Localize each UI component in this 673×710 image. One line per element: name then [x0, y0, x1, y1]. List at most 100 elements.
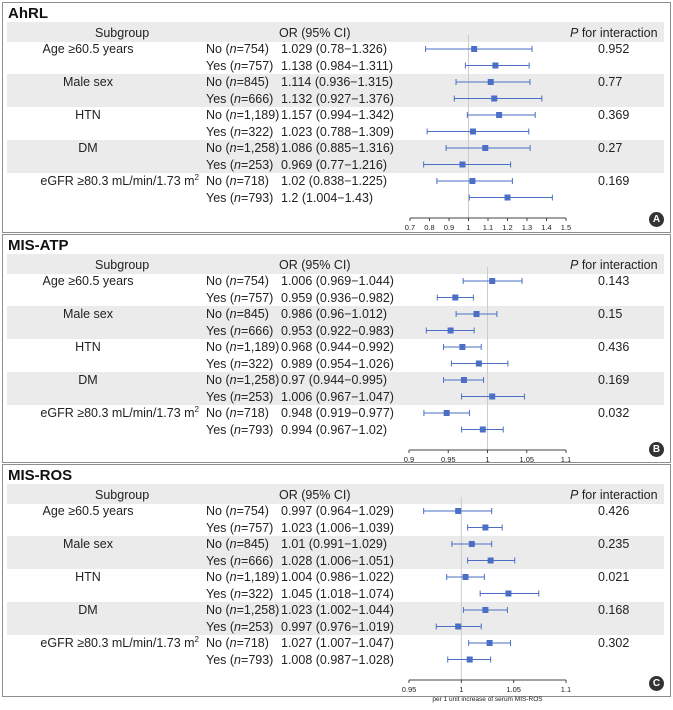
n-eq: = [241, 553, 249, 568]
or-point [473, 311, 480, 317]
subgroup-label: Age ≥60.5 years [42, 504, 134, 518]
n-letter: n [229, 75, 237, 89]
p-interaction-value: 0.436 [598, 340, 630, 354]
n-value: 1,189 [243, 340, 276, 354]
or-ci-value: 0.968 (0.944−0.992) [281, 340, 394, 354]
level-name: Yes [206, 190, 227, 205]
or-point [466, 656, 473, 663]
p-interaction-value: 0.302 [598, 636, 630, 650]
header-p-letter: P [570, 258, 579, 272]
panel-title: AhRL [8, 5, 48, 22]
n-value: 253 [248, 619, 270, 634]
or-point [489, 278, 496, 284]
n-eq: = [236, 108, 244, 122]
forest-panel-c: MIS-ROS Subgroup OR (95% CI) P for interact… [2, 464, 671, 703]
subgroup-label: Age ≥60.5 years [42, 42, 134, 56]
subgroup-label-text: eGFR ≥80.3 mL/min/1.73 m [40, 174, 195, 188]
or-ci-value: 1.086 (0.885−1.316) [281, 141, 394, 155]
x-tick-label: 1.1 [483, 223, 493, 232]
x-axis-label: per 1 unit increase of serum MIS-ROS [432, 696, 543, 703]
n-eq: = [241, 124, 249, 139]
or-point [468, 541, 475, 547]
p-interaction-value: 0.235 [598, 537, 630, 551]
level-name: Yes [206, 58, 227, 73]
level-sep: ( [221, 75, 230, 89]
or-ci-value: 0.986 (0.96−1.012) [281, 307, 387, 321]
n-letter: n [229, 636, 237, 650]
level-label: Yes (n=793) [206, 191, 273, 205]
n-eq: = [236, 570, 244, 584]
x-tick-label: 1.05 [506, 685, 521, 694]
n-letter: n [234, 586, 241, 601]
header-or-ci: OR (95% CI) [279, 26, 351, 40]
or-ci-value: 1.2 (1.004−1.43) [281, 190, 374, 205]
level-name: No [206, 274, 222, 288]
n-close: ) [269, 652, 274, 667]
n-close: ) [264, 636, 269, 650]
n-value: 322 [248, 586, 270, 601]
level-label: No (n=845) [206, 307, 269, 321]
level-sep: ( [226, 58, 235, 73]
n-eq: = [236, 274, 244, 288]
subgroup-label: DM [78, 141, 98, 155]
n-letter: n [229, 340, 237, 354]
n-close: ) [264, 504, 269, 518]
n-eq: = [236, 307, 244, 321]
x-tick-label: 0.7 [405, 223, 415, 232]
or-point [492, 62, 499, 69]
x-tick-label: 1.05 [519, 455, 534, 464]
n-value: 757 [248, 520, 270, 535]
level-name: Yes [206, 652, 227, 667]
level-label: Yes (n=253) [206, 390, 273, 404]
or-ci-value: 0.97 (0.944−0.995) [281, 373, 387, 387]
p-interaction-value: 0.169 [598, 373, 630, 387]
level-label: No (n=1,258) [206, 141, 279, 155]
n-letter: n [234, 652, 241, 667]
or-point [479, 426, 486, 433]
level-name: No [206, 307, 222, 321]
n-letter: n [234, 91, 241, 106]
n-eq: = [241, 157, 249, 172]
or-point [471, 46, 478, 52]
n-eq: = [241, 652, 249, 667]
or-ci-value: 0.997 (0.964−1.029) [281, 504, 394, 518]
n-value: 1,258 [243, 373, 276, 387]
n-eq: = [241, 91, 249, 106]
or-point [486, 640, 493, 646]
or-point [455, 508, 462, 514]
n-letter: n [229, 274, 237, 288]
level-name: Yes [206, 91, 227, 106]
header-p-interaction: P for interaction [570, 258, 658, 272]
or-ci-value: 0.948 (0.919−0.977) [281, 406, 394, 420]
n-value: 845 [243, 537, 265, 551]
level-sep: ( [221, 307, 230, 321]
n-close: ) [275, 570, 280, 584]
or-ci-value: 0.969 (0.77−1.216) [281, 157, 387, 172]
or-ci-value: 1.138 (0.984−1.311) [281, 58, 394, 73]
or-ci-value: 1.004 (0.986−1.022) [281, 570, 394, 584]
or-point [496, 112, 503, 118]
or-ci-value: 1.045 (1.018−1.074) [281, 586, 394, 601]
x-tick-label: 1.1 [561, 455, 571, 464]
or-ci-value: 0.989 (0.954−1.026) [281, 356, 394, 371]
or-point [462, 574, 469, 580]
level-sep: ( [226, 356, 235, 371]
or-ci-value: 0.959 (0.936−0.982) [281, 290, 394, 305]
or-ci-value: 1.023 (1.006−1.039) [281, 520, 394, 535]
n-close: ) [269, 290, 274, 305]
level-label: No (n=718) [206, 406, 269, 420]
n-value: 1,258 [243, 603, 276, 617]
n-letter: n [234, 290, 241, 305]
subgroup-label: Age ≥60.5 years [42, 274, 134, 288]
level-name: No [206, 42, 222, 56]
level-sep: ( [226, 190, 235, 205]
subgroup-label: HTN [75, 340, 101, 354]
or-ci-value: 1.157 (0.994−1.342) [281, 108, 394, 122]
subgroup-label-superscript: 2 [194, 173, 199, 182]
subgroup-label: Male sex [62, 307, 114, 321]
x-tick-label: 0.95 [402, 685, 417, 694]
or-point [443, 410, 450, 416]
level-label: Yes (n=253) [206, 158, 273, 172]
n-letter: n [234, 190, 241, 205]
header-p-interaction: P for interaction [570, 26, 658, 40]
